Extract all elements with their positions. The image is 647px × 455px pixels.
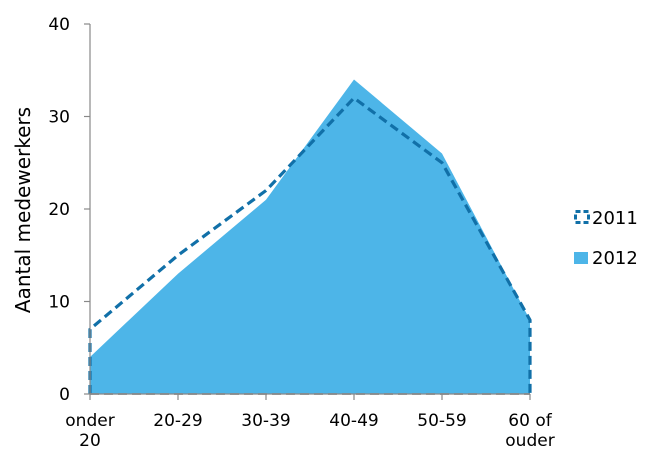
x-tick-label-line: 20 [79,431,101,451]
y-tick-label: 0 [59,385,70,405]
x-tick-label: 50-59 [417,411,466,431]
x-tick-label-line: onder [65,411,114,431]
y-tick-label: 40 [48,15,70,35]
x-tick-label-line: ouder [505,431,554,451]
series-2011-line [88,96,532,394]
x-tick-label-line: 40-49 [329,411,378,431]
y-tick-label: 20 [48,200,70,220]
x-tick-label: 20-29 [153,411,202,431]
x-tick-label: 60 of ouder [505,411,554,451]
x-tick-label-line: 50-59 [417,411,466,431]
series-2012-area [90,79,530,394]
x-tick-label-line: 60 of [508,411,552,431]
legend-label-2012: 2012 [592,248,638,269]
legend-swatch-2011 [574,210,590,224]
y-axis-label: Aantal medewerkers [11,107,35,313]
x-tick-label: 40-49 [329,411,378,431]
x-tick-label-line: 30-39 [241,411,290,431]
x-tick-label-line: 20-29 [153,411,202,431]
x-tick-label: onder 20 [65,411,114,451]
legend: 2011 2012 [574,208,638,269]
legend-swatch-2012 [574,252,588,264]
y-tick-label: 30 [48,108,70,128]
y-tick-label: 10 [48,293,70,313]
legend-label-2011: 2011 [592,208,638,229]
y-axis-title: Aantal medewerkers [11,107,35,313]
x-tick-label: 30-39 [241,411,290,431]
